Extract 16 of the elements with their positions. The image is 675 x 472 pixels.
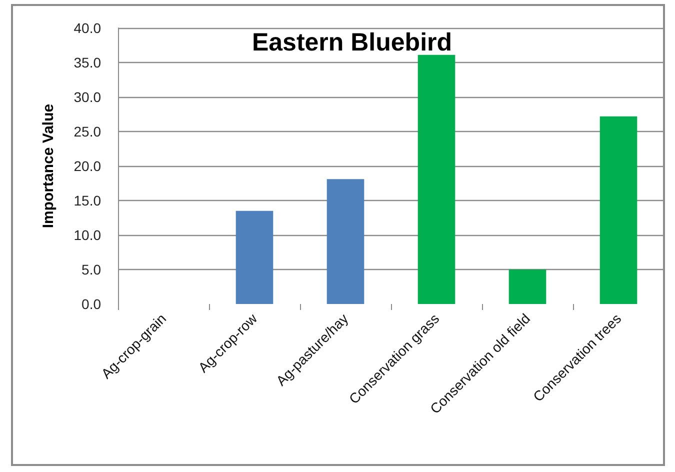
bar bbox=[236, 210, 274, 304]
y-tick-label: 25.0 bbox=[74, 124, 102, 140]
bar bbox=[600, 116, 638, 304]
bar bbox=[508, 270, 546, 304]
y-tick-label: 15.0 bbox=[74, 192, 102, 208]
y-tick-label: 35.0 bbox=[74, 54, 102, 70]
y-tick-label: 30.0 bbox=[74, 89, 102, 105]
y-tick-label: 0.0 bbox=[82, 296, 102, 312]
bar bbox=[418, 54, 456, 304]
y-axis-title: Importance Value bbox=[40, 104, 57, 228]
chart-title: Eastern Bluebird bbox=[252, 28, 452, 56]
y-tick-label: 40.0 bbox=[74, 20, 102, 36]
bar bbox=[326, 179, 364, 304]
y-tick-label: 20.0 bbox=[74, 158, 102, 174]
y-tick-label: 5.0 bbox=[82, 262, 102, 278]
y-tick-label: 10.0 bbox=[74, 227, 102, 243]
